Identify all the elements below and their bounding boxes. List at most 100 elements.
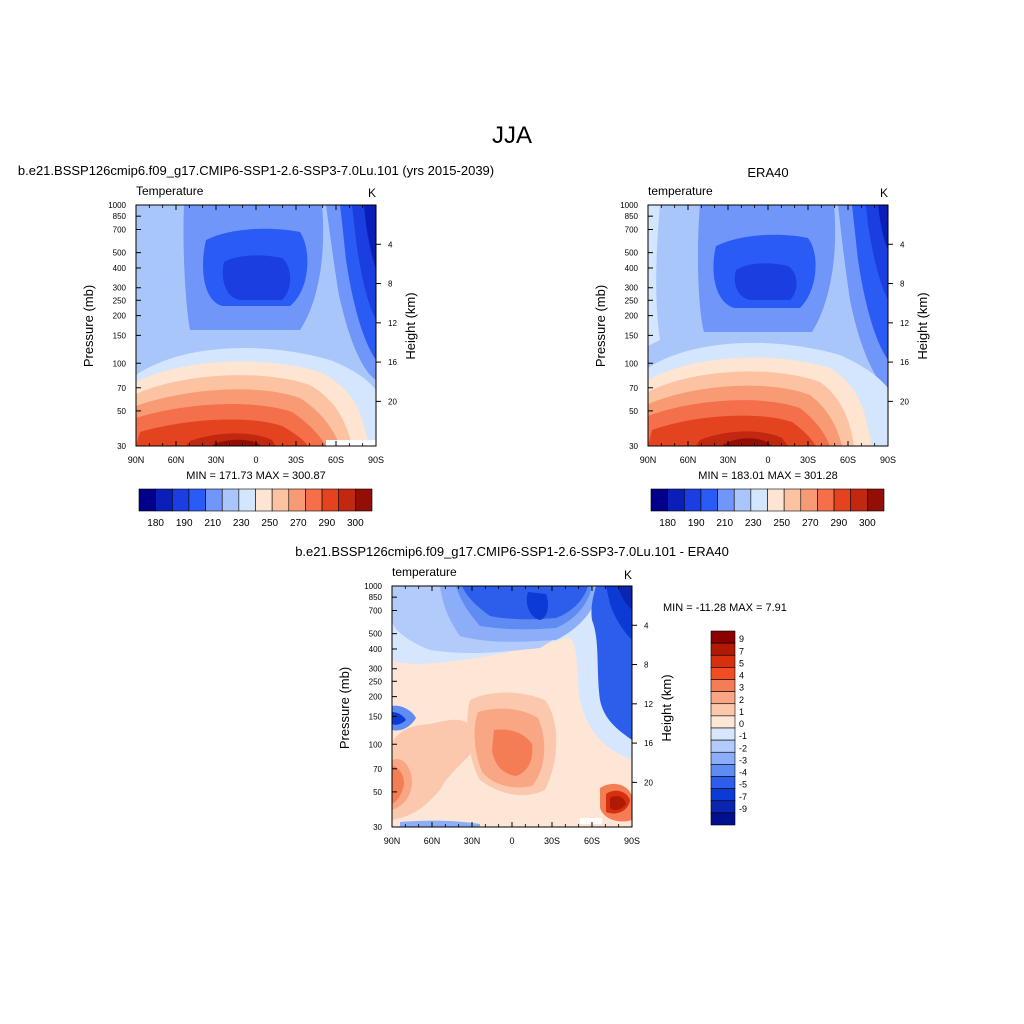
x-tick-label: 30S	[544, 836, 560, 846]
y-tick-label: 400	[369, 645, 383, 654]
colorbar-box	[710, 703, 736, 717]
y-tick-label: 200	[113, 312, 127, 321]
y2-tick-label: 4	[900, 240, 905, 249]
colorbar-box	[238, 488, 256, 512]
y-tick-label: 850	[113, 212, 127, 221]
colorbar-label: 250	[261, 518, 278, 529]
y-tick-label: 70	[629, 384, 638, 393]
y2-tick-label: 8	[644, 661, 649, 670]
colorbar-box	[321, 488, 340, 512]
colorbar-box	[710, 715, 736, 729]
y-tick-label: 1000	[620, 201, 638, 210]
y2-tick-label: 8	[900, 280, 905, 289]
y2-tick-label: 12	[388, 319, 397, 328]
y-tick-label: 200	[625, 312, 639, 321]
colorbar-box	[650, 488, 668, 512]
page-title: JJA	[492, 122, 532, 149]
y2-tick-label: 20	[900, 397, 909, 406]
colorbar-box	[700, 488, 718, 512]
y-tick-label: 500	[113, 249, 127, 258]
colorbar-box	[817, 488, 835, 512]
x-tick-label: 90S	[368, 455, 384, 465]
y2-tick-label: 12	[644, 700, 653, 709]
y-tick-label: 1000	[108, 201, 126, 210]
y-tick-label: 150	[369, 712, 383, 721]
colorbar-box	[710, 679, 736, 692]
y-tick-label: 1000	[364, 582, 382, 591]
colorbar-box	[710, 812, 736, 826]
y2-axis-label: Height (km)	[915, 292, 930, 359]
colorbar-box	[171, 488, 190, 512]
x-tick-label: 60N	[424, 836, 441, 846]
colorbar-label: -3	[739, 755, 747, 765]
x-tick-label: 60S	[584, 836, 600, 846]
y-tick-label: 300	[625, 284, 639, 293]
y2-tick-label: 4	[388, 240, 393, 249]
colorbar-label: 300	[347, 518, 364, 529]
x-tick-label: 90S	[624, 836, 640, 846]
y-tick-label: 100	[113, 359, 127, 368]
colorbar-label: 180	[147, 518, 164, 529]
colorbar-box	[710, 691, 736, 705]
y2-axis-label: Height (km)	[403, 292, 418, 359]
colorbar-label: 230	[233, 518, 250, 529]
colorbar-label: 250	[773, 518, 790, 529]
colorbar-label: -9	[739, 804, 747, 814]
stats-label: MIN = 171.73 MAX = 300.87	[186, 470, 325, 482]
y-tick-label: 30	[373, 823, 382, 832]
colorbar-label: -5	[739, 780, 747, 790]
contour-field	[648, 205, 888, 446]
x-tick-label: 30N	[464, 836, 481, 846]
x-tick-label: 0	[765, 455, 770, 465]
x-tick-label: 60S	[840, 455, 856, 465]
colorbar-box	[138, 488, 156, 512]
colorbar-label: 230	[745, 518, 762, 529]
x-tick-label: 0	[253, 455, 258, 465]
y-tick-label: 250	[113, 296, 127, 305]
y-tick-label: 50	[373, 788, 382, 797]
colorbar-box	[710, 727, 736, 741]
y2-tick-label: 12	[900, 319, 909, 328]
contour-field	[136, 205, 376, 446]
colorbar-box	[710, 654, 736, 668]
colorbar-box	[205, 488, 223, 512]
y-tick-label: 100	[369, 740, 383, 749]
x-tick-label: 60N	[680, 455, 697, 465]
colorbar-box	[355, 488, 373, 512]
x-tick-label: 30N	[720, 455, 737, 465]
x-tick-label: 90S	[880, 455, 896, 465]
y-tick-label: 850	[625, 212, 639, 221]
colorbar-box	[710, 739, 736, 753]
y-tick-label: 30	[629, 442, 638, 451]
colorbar-box	[710, 630, 736, 644]
y2-tick-label: 4	[644, 621, 649, 630]
colorbar-label: 190	[688, 518, 705, 529]
axis-ticks: 90N 60N 30N 0 30S 60S 90S 30 50 70 100 150 200 250 300…	[620, 201, 909, 465]
y-tick-label: 300	[369, 665, 383, 674]
colorbar-label: 290	[830, 518, 847, 529]
axis-ticks: 90N 60N 30N 0 30S 60S 90S 30 50 70 100 150 200 250 300…	[108, 201, 397, 465]
colorbar-label: 270	[802, 518, 819, 529]
x-tick-label: 30S	[288, 455, 304, 465]
colorbar-label: 1	[739, 707, 744, 717]
y2-tick-label: 16	[900, 358, 909, 367]
colorbar: 9 7 5 4 3 2 1 0 -1 -2 -3 -4 -5 -7 -9	[710, 630, 747, 826]
colorbar-label: -2	[739, 743, 747, 753]
stats-label: MIN = -11.28 MAX = 7.91	[663, 602, 787, 614]
colorbar-box	[710, 800, 736, 814]
colorbar-box	[305, 488, 323, 512]
colorbar-box	[710, 751, 736, 765]
colorbar-box	[833, 488, 852, 512]
y-tick-label: 50	[117, 407, 126, 416]
y-axis-label: Pressure (mb)	[337, 667, 352, 749]
contour-field	[392, 586, 632, 827]
y-tick-label: 500	[625, 249, 639, 258]
panel-title: b.e21.BSSP126cmip6.f09_g17.CMIP6-SSP1-2.…	[18, 163, 494, 178]
y-tick-label: 700	[369, 607, 383, 616]
y2-tick-label: 16	[388, 358, 397, 367]
colorbar-box	[155, 488, 173, 512]
panel-diff: b.e21.BSSP126cmip6.f09_g17.CMIP6-SSP1-2.…	[295, 544, 787, 846]
colorbar-box	[767, 488, 785, 512]
y-tick-label: 850	[369, 593, 383, 602]
